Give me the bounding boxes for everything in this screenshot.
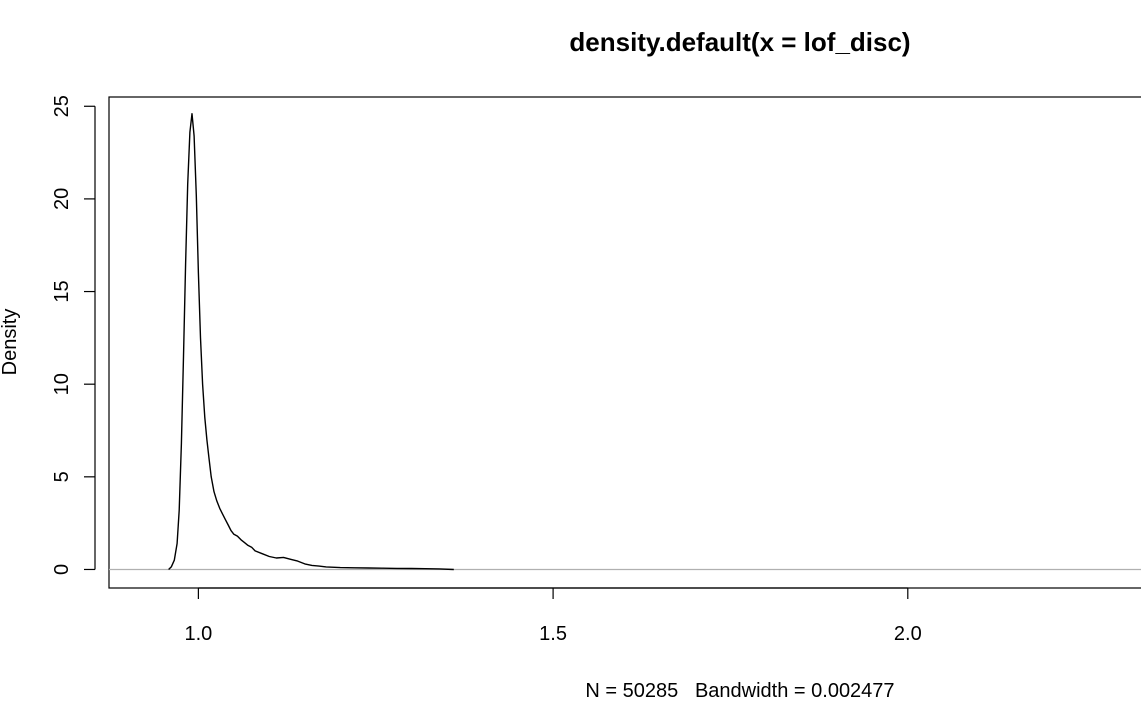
chart-title: density.default(x = lof_disc) xyxy=(569,27,910,57)
y-tick-label: 20 xyxy=(51,188,73,210)
y-tick-label: 0 xyxy=(51,564,73,575)
y-tick-label: 10 xyxy=(51,373,73,395)
x-tick-label: 1.0 xyxy=(184,623,212,645)
x-tick-label: 2.0 xyxy=(894,623,922,645)
y-axis-label: Density xyxy=(0,309,21,376)
y-tick-label: 5 xyxy=(51,471,73,482)
x-axis-label: N = 50285 Bandwidth = 0.002477 xyxy=(585,680,894,702)
y-tick-label: 25 xyxy=(51,95,73,117)
y-axis: 0 5 10 15 20 25 xyxy=(51,95,96,575)
y-tick-label: 15 xyxy=(51,280,73,302)
density-curve xyxy=(168,113,454,571)
plot-frame xyxy=(108,96,1141,589)
x-axis: 1.0 1.5 2.0 xyxy=(184,587,922,645)
x-tick-label: 1.5 xyxy=(539,623,567,645)
